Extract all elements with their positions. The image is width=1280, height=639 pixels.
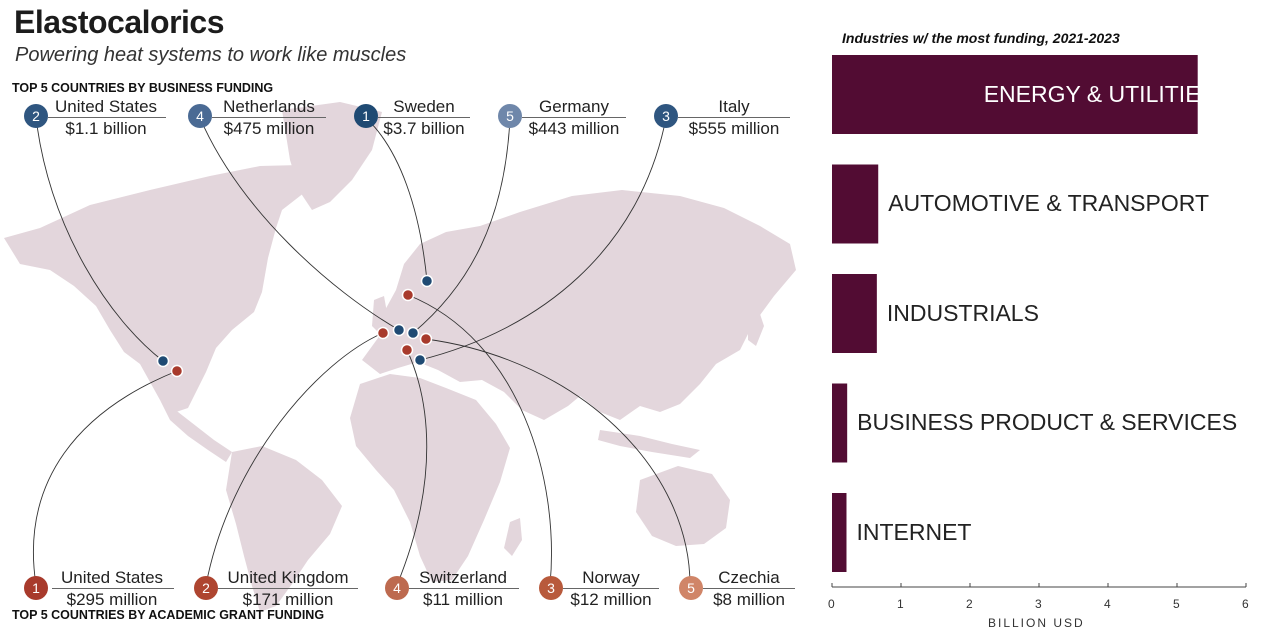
connector-academic-uk bbox=[205, 332, 384, 586]
label-divider bbox=[218, 588, 358, 589]
connector-business-italy bbox=[419, 117, 667, 361]
south-america-shape bbox=[226, 446, 342, 612]
dot-academic-switzerland bbox=[400, 343, 414, 357]
uk-shape bbox=[372, 296, 388, 334]
x-tick-label: 1 bbox=[897, 597, 904, 611]
x-tick-label: 3 bbox=[1035, 597, 1042, 611]
dot-business-sweden bbox=[420, 274, 434, 288]
funding-amount: $1.1 billion bbox=[65, 119, 147, 138]
rank-badge: 1 bbox=[354, 104, 378, 128]
connector-business-germany bbox=[412, 117, 511, 334]
connector-lines bbox=[32, 117, 691, 586]
dot-business-netherlands bbox=[392, 323, 406, 337]
country-name: United States bbox=[60, 568, 164, 587]
connector-academic-czechia bbox=[425, 338, 691, 586]
label-divider bbox=[563, 588, 659, 589]
label-divider bbox=[212, 117, 326, 118]
country-name: Netherlands bbox=[223, 97, 315, 116]
funding-amount: $555 million bbox=[688, 119, 780, 138]
rank-badge: 3 bbox=[539, 576, 563, 600]
label-divider bbox=[522, 117, 626, 118]
academic-section-title: TOP 5 COUNTRIES BY ACADEMIC GRANT FUNDIN… bbox=[12, 608, 325, 622]
country-name: Norway bbox=[582, 568, 640, 587]
rank-badge: 4 bbox=[385, 576, 409, 600]
country-name: Switzerland bbox=[419, 568, 507, 587]
connector-academic-us bbox=[32, 370, 178, 586]
greenland-shape bbox=[282, 102, 382, 210]
location-dots bbox=[156, 274, 434, 378]
eurasia-shape bbox=[362, 190, 796, 420]
country-name: Italy bbox=[718, 97, 750, 116]
connector-business-netherlands bbox=[199, 117, 400, 331]
x-tick-label: 5 bbox=[1173, 597, 1180, 611]
label-divider bbox=[409, 588, 519, 589]
dot-business-italy bbox=[413, 353, 427, 367]
label-divider bbox=[52, 588, 174, 589]
rank-badge: 3 bbox=[654, 104, 678, 128]
country-name: United States bbox=[54, 97, 158, 116]
rank-badge: 1 bbox=[24, 576, 48, 600]
connector-business-sweden bbox=[365, 117, 428, 282]
rank-badge: 2 bbox=[24, 104, 48, 128]
business-section-title: TOP 5 COUNTRIES BY BUSINESS FUNDING bbox=[12, 81, 274, 95]
funding-amount: $171 million bbox=[242, 590, 334, 609]
x-axis-title: BILLION USD bbox=[988, 616, 1085, 630]
connector-business-us bbox=[35, 117, 164, 362]
page-subtitle: Powering heat systems to work like muscl… bbox=[15, 44, 407, 66]
rank-badge: 5 bbox=[498, 104, 522, 128]
australia-shape bbox=[636, 466, 730, 546]
africa-shape bbox=[350, 374, 510, 582]
label-divider bbox=[703, 588, 795, 589]
world-map bbox=[4, 102, 796, 612]
x-tick-label: 4 bbox=[1104, 597, 1111, 611]
land-masses bbox=[4, 102, 796, 612]
madagascar-shape bbox=[504, 518, 522, 556]
bar bbox=[832, 55, 1198, 134]
dot-academic-norway bbox=[401, 288, 415, 302]
bar-category-label: ENERGY & UTILITIES bbox=[983, 80, 1216, 107]
funding-amount: $3.7 billion bbox=[383, 119, 465, 138]
funding-amount: $295 million bbox=[66, 590, 158, 609]
bar-category-label: INDUSTRIALS bbox=[886, 299, 1039, 326]
central-america-shape bbox=[160, 400, 232, 462]
label-divider bbox=[678, 117, 790, 118]
funding-amount: $443 million bbox=[528, 119, 620, 138]
dot-business-us bbox=[156, 354, 170, 368]
x-tick-label: 6 bbox=[1242, 597, 1249, 611]
dot-academic-czechia bbox=[419, 332, 433, 346]
connector-academic-switzerland bbox=[396, 349, 428, 586]
bar bbox=[832, 383, 848, 463]
page-title: Elastocalorics bbox=[14, 4, 225, 40]
connector-academic-norway bbox=[407, 294, 552, 586]
x-tick-label: 2 bbox=[966, 597, 973, 611]
funding-amount: $12 million bbox=[570, 590, 652, 609]
label-divider bbox=[378, 117, 470, 118]
funding-amount: $11 million bbox=[422, 590, 503, 609]
bar-category-label: BUSINESS PRODUCT & SERVICES bbox=[857, 409, 1238, 435]
chart-title: Industries w/ the most funding, 2021-202… bbox=[842, 30, 1120, 46]
x-tick-label: 0 bbox=[828, 597, 835, 611]
label-divider bbox=[48, 117, 166, 118]
dot-academic-uk bbox=[376, 326, 390, 340]
north-america-shape bbox=[4, 165, 322, 412]
country-name: United Kingdom bbox=[227, 568, 349, 587]
rank-badge: 4 bbox=[188, 104, 212, 128]
dot-business-germany bbox=[406, 326, 420, 340]
bar bbox=[832, 493, 847, 572]
dot-academic-us bbox=[170, 364, 184, 378]
rank-badge: 5 bbox=[679, 576, 703, 600]
country-name: Sweden bbox=[393, 97, 455, 116]
bar-category-label: INTERNET bbox=[856, 518, 972, 545]
indonesia-shape bbox=[598, 430, 700, 458]
bar bbox=[832, 164, 879, 244]
bar-category-label: AUTOMOTIVE & TRANSPORT bbox=[888, 190, 1209, 216]
funding-amount: $8 million bbox=[713, 590, 785, 609]
country-name: Germany bbox=[539, 97, 609, 116]
funding-amount: $475 million bbox=[223, 119, 315, 138]
country-name: Czechia bbox=[718, 568, 780, 587]
bar bbox=[832, 274, 877, 353]
rank-badge: 2 bbox=[194, 576, 218, 600]
japan-shape bbox=[748, 308, 764, 346]
